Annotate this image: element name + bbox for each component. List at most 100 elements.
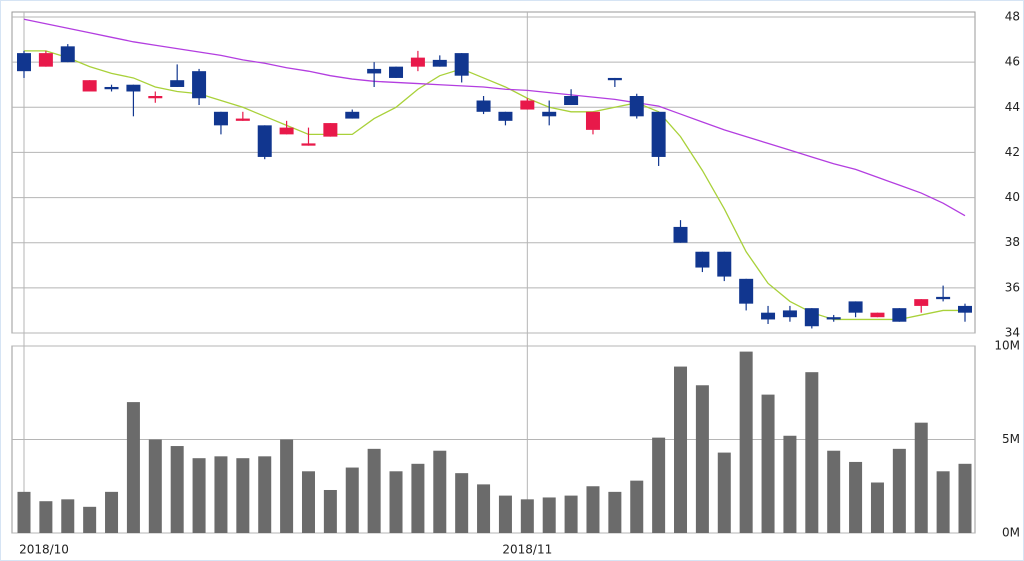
candle-body — [804, 308, 819, 327]
candle-body — [323, 123, 338, 137]
candle-body — [104, 86, 119, 90]
candle-body — [607, 77, 622, 81]
price-panel — [11, 11, 976, 334]
volume-bar — [148, 439, 162, 533]
candle-body — [410, 57, 425, 67]
y-tick-label: 0M — [1002, 526, 1020, 540]
candle-body — [389, 66, 404, 78]
volume-bar — [498, 495, 512, 533]
candle-body — [651, 111, 666, 157]
candle-body — [213, 111, 228, 126]
volume-bar — [608, 491, 622, 533]
volume-bar — [455, 473, 469, 533]
volume-bar — [630, 480, 644, 533]
candle-body — [235, 118, 250, 121]
volume-bar — [674, 366, 688, 533]
candle-body — [432, 59, 447, 67]
y-tick-label: 36 — [1005, 280, 1020, 294]
volume-bar — [564, 495, 578, 533]
moving-average-line — [23, 18, 966, 217]
y-tick-label: 34 — [1005, 326, 1020, 340]
y-tick-label: 40 — [1005, 190, 1020, 204]
volume-bar — [520, 499, 534, 533]
candle-body — [695, 251, 710, 268]
volume-bar — [126, 402, 140, 533]
candle-body — [257, 125, 272, 157]
candle-body — [367, 68, 382, 74]
candle-body — [826, 317, 841, 320]
volume-bar — [214, 456, 228, 533]
volume-bar — [39, 501, 53, 533]
volume-bar — [870, 482, 884, 533]
volume-bar — [236, 458, 250, 533]
volume-bar — [958, 463, 972, 533]
candle-body — [345, 111, 360, 119]
volume-bar — [477, 484, 491, 533]
volume-bar — [586, 486, 600, 533]
candle-body — [782, 310, 797, 318]
y-tick-label: 10M — [994, 339, 1020, 353]
volume-bar — [17, 491, 31, 533]
volume-bar — [192, 458, 206, 533]
volume-bar — [301, 471, 315, 533]
candle-body — [892, 308, 907, 322]
candle-body — [301, 143, 316, 146]
candle-body — [126, 84, 141, 92]
volume-bar — [61, 499, 75, 533]
candle-body — [717, 251, 732, 277]
volume-bar — [542, 497, 556, 533]
volume-bar — [105, 491, 119, 533]
candle-body — [629, 96, 644, 117]
y-tick-label: 5M — [1002, 432, 1020, 446]
volume-bar — [827, 450, 841, 533]
candle-body — [761, 312, 776, 320]
y-tick-label: 46 — [1005, 55, 1020, 69]
candle-body — [848, 301, 863, 313]
volume-bar — [914, 422, 928, 533]
candle-body — [170, 80, 185, 87]
candle-body — [542, 111, 557, 117]
volume-bar — [83, 506, 97, 533]
volume-bar — [805, 372, 819, 533]
candle-body — [17, 53, 31, 72]
candle-body — [739, 278, 754, 304]
volume-bar — [411, 463, 425, 533]
candle-body — [192, 71, 207, 99]
candle-body — [148, 96, 163, 99]
candle-body — [498, 111, 513, 121]
y-tick-label: 42 — [1005, 145, 1020, 159]
volume-bar — [783, 435, 797, 533]
candle-body — [82, 80, 97, 92]
candle-body — [914, 299, 929, 306]
volume-bar — [936, 471, 950, 533]
moving-average-line — [24, 50, 965, 321]
candle-body — [279, 127, 294, 135]
y-tick-label: 38 — [1005, 235, 1020, 249]
volume-bar — [761, 394, 775, 533]
candle-body — [958, 305, 972, 313]
volume-bar — [433, 450, 447, 533]
candle-body — [564, 96, 579, 106]
volume-bar — [892, 448, 906, 533]
volume-bar — [280, 439, 294, 533]
candle-body — [870, 312, 885, 318]
volume-bar — [389, 471, 403, 533]
volume-bar — [739, 351, 753, 533]
volume-bar — [170, 446, 184, 533]
candle-body — [476, 100, 491, 112]
candle-body — [520, 100, 535, 110]
volume-bar — [717, 452, 731, 533]
volume-bar — [652, 437, 666, 533]
x-tick-label: 2018/11 — [502, 543, 552, 557]
volume-bar — [345, 467, 359, 533]
candle-body — [673, 226, 688, 243]
candle-body — [585, 111, 600, 130]
y-tick-label: 48 — [1005, 10, 1020, 24]
candle-body — [38, 53, 53, 67]
volume-bar — [323, 489, 337, 533]
volume-bar — [695, 385, 709, 533]
y-tick-label: 44 — [1005, 100, 1020, 114]
candle-body — [936, 296, 951, 300]
volume-bar — [367, 448, 381, 533]
